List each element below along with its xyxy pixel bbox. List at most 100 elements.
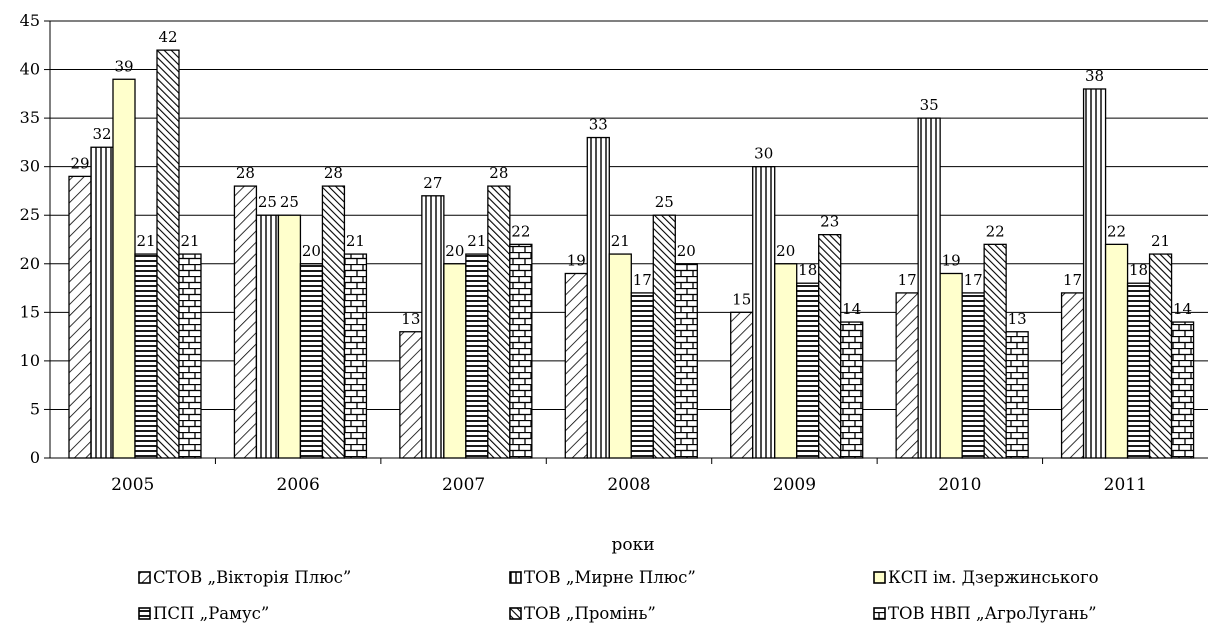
legend-swatch bbox=[509, 571, 522, 584]
bar bbox=[1148, 253, 1173, 459]
bar bbox=[730, 311, 754, 459]
bar bbox=[1060, 292, 1085, 459]
data-label: 21 bbox=[611, 232, 630, 250]
y-tick-label: 25 bbox=[20, 205, 40, 224]
x-tick-label: 2006 bbox=[277, 475, 320, 495]
bar bbox=[465, 253, 489, 459]
legend-swatch bbox=[873, 607, 886, 620]
data-label: 21 bbox=[346, 232, 365, 250]
data-label: 32 bbox=[92, 125, 111, 143]
bar bbox=[233, 185, 258, 459]
data-label: 15 bbox=[732, 290, 751, 308]
data-label: 42 bbox=[158, 28, 177, 46]
bar bbox=[652, 214, 676, 459]
y-tick-label: 20 bbox=[20, 254, 40, 273]
legend: СТОВ „Вікторія Плюс” ТОВ „Мирне Плюс” КСП … bbox=[138, 568, 1099, 623]
bar bbox=[630, 292, 654, 459]
data-label: 17 bbox=[633, 271, 652, 289]
x-tick-label: 2010 bbox=[938, 475, 981, 495]
bar bbox=[178, 253, 202, 459]
data-label: 25 bbox=[280, 193, 299, 211]
data-label: 33 bbox=[589, 116, 608, 134]
data-label: 28 bbox=[236, 164, 255, 182]
data-label: 38 bbox=[1085, 67, 1104, 85]
bar bbox=[68, 175, 92, 459]
bar bbox=[487, 185, 511, 459]
legend-label: КСП ім. Дзержинського bbox=[888, 568, 1099, 587]
data-label: 20 bbox=[677, 242, 696, 260]
x-tick-label: 2008 bbox=[607, 475, 650, 495]
data-label: 25 bbox=[258, 193, 277, 211]
bar bbox=[983, 243, 1007, 459]
data-label: 20 bbox=[445, 242, 464, 260]
bar bbox=[255, 214, 280, 459]
legend-swatch bbox=[138, 607, 151, 620]
bar bbox=[774, 263, 798, 459]
bar bbox=[818, 233, 842, 459]
x-axis-title: роки bbox=[611, 535, 654, 555]
data-label: 17 bbox=[898, 271, 917, 289]
bar bbox=[1126, 282, 1151, 459]
data-label: 35 bbox=[920, 96, 939, 114]
legend-label: ПСП „Рамус” bbox=[153, 604, 269, 623]
data-label: 21 bbox=[1151, 232, 1170, 250]
data-label: 21 bbox=[467, 232, 486, 250]
data-label: 22 bbox=[1107, 222, 1126, 240]
data-label: 22 bbox=[511, 222, 530, 240]
bar bbox=[895, 292, 919, 459]
data-label: 17 bbox=[1063, 271, 1082, 289]
y-tick-label: 35 bbox=[20, 108, 40, 127]
data-label: 20 bbox=[776, 242, 795, 260]
bar bbox=[277, 214, 302, 459]
bar bbox=[917, 117, 941, 459]
bar bbox=[421, 195, 445, 459]
legend-swatch bbox=[873, 571, 886, 584]
data-label: 13 bbox=[401, 310, 420, 328]
data-label: 22 bbox=[986, 222, 1005, 240]
data-label: 13 bbox=[1008, 310, 1027, 328]
y-tick-label: 45 bbox=[20, 11, 40, 30]
bar bbox=[796, 282, 820, 459]
bar bbox=[1005, 331, 1029, 459]
data-label: 19 bbox=[942, 251, 961, 269]
bar bbox=[156, 49, 180, 459]
bar bbox=[752, 166, 776, 459]
data-label: 30 bbox=[754, 145, 773, 163]
bar bbox=[343, 253, 368, 459]
bar bbox=[674, 263, 698, 459]
data-label: 14 bbox=[1173, 300, 1192, 318]
bar bbox=[134, 253, 158, 459]
bar bbox=[840, 321, 864, 459]
x-tick-label: 2007 bbox=[442, 475, 485, 495]
legend-swatch bbox=[509, 607, 522, 620]
data-label: 18 bbox=[1129, 261, 1148, 279]
bar bbox=[939, 272, 963, 459]
y-tick-label: 30 bbox=[20, 157, 40, 176]
legend-swatch bbox=[138, 571, 151, 584]
y-tick-label: 40 bbox=[20, 60, 40, 79]
data-label: 27 bbox=[423, 174, 442, 192]
bar bbox=[1104, 243, 1129, 459]
y-tick-label: 0 bbox=[30, 448, 40, 467]
data-label: 20 bbox=[302, 242, 321, 260]
data-label: 28 bbox=[489, 164, 508, 182]
data-label: 14 bbox=[842, 300, 861, 318]
x-tick-label: 2011 bbox=[1104, 475, 1147, 495]
bar bbox=[608, 253, 632, 459]
data-label: 28 bbox=[324, 164, 343, 182]
data-label: 17 bbox=[964, 271, 983, 289]
bar bbox=[509, 243, 533, 459]
data-label: 25 bbox=[655, 193, 674, 211]
legend-label: ТОВ „Мирне Плюс” bbox=[524, 568, 696, 587]
bar bbox=[299, 263, 324, 459]
bar bbox=[443, 263, 467, 459]
bars bbox=[68, 49, 1195, 459]
bar bbox=[399, 331, 423, 459]
data-label: 23 bbox=[820, 213, 839, 231]
data-label: 18 bbox=[798, 261, 817, 279]
legend-label: ТОВ НВП „АгроЛугань” bbox=[888, 604, 1097, 623]
bar bbox=[1082, 88, 1107, 459]
data-label: 21 bbox=[180, 232, 199, 250]
